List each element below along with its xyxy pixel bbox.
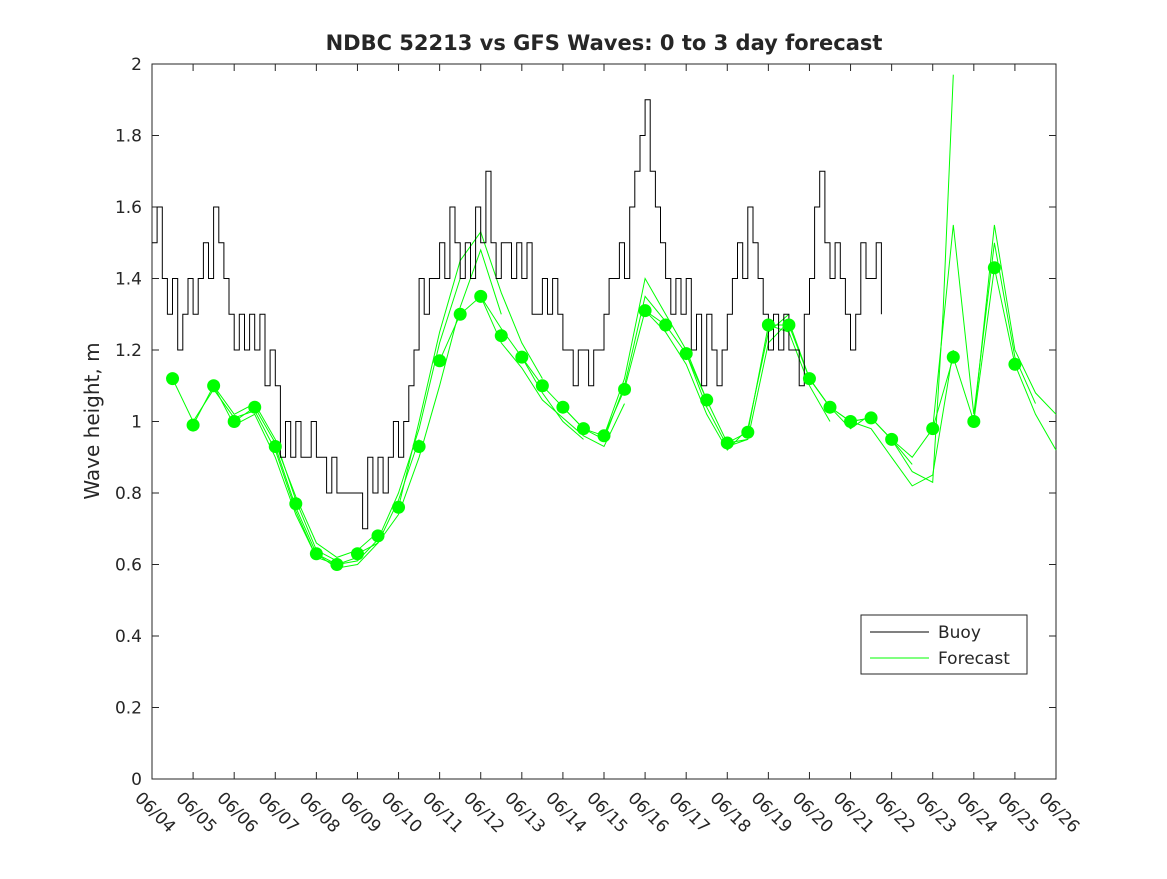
forecast-marker [535,379,549,393]
forecast-marker [885,432,899,446]
forecast-marker [268,440,282,454]
forecast-marker [412,440,426,454]
forecast-marker [494,329,508,343]
forecast-marker [761,318,775,332]
x-tick-label: 06/10 [377,788,426,837]
forecast-marker [802,372,816,386]
forecast-marker [453,307,467,321]
forecast-marker [864,411,878,425]
forecast-marker [597,429,611,443]
x-tick-label: 06/20 [788,788,837,837]
x-tick-label: 06/04 [130,788,179,837]
forecast-marker [720,436,734,450]
forecast-marker [967,415,981,428]
x-tick-label: 06/21 [829,788,878,837]
y-tick-label: 1.2 [115,341,142,361]
forecast-marker [371,529,385,543]
x-tick-label: 06/23 [911,788,960,837]
forecast-marker [679,347,693,361]
forecast-run-line [973,224,1057,422]
forecast-marker [1008,357,1022,371]
forecast-marker [741,425,755,439]
forecast-marker [392,500,406,514]
forecast-marker [330,558,344,571]
x-tick-label: 06/14 [541,788,590,837]
x-tick-label: 06/06 [213,788,262,837]
y-tick-label: 0.6 [115,556,142,576]
x-tick-label: 06/12 [459,788,508,837]
forecast-marker [782,318,796,332]
forecast-marker [946,350,960,364]
y-tick-label: 1.4 [115,270,142,290]
forecast-marker [618,382,632,396]
forecast-marker [227,415,241,428]
x-tick-label: 06/18 [706,788,755,837]
x-tick-label: 06/05 [172,788,221,837]
forecast-marker [515,350,529,364]
x-tick-label: 06/11 [418,788,467,837]
x-tick-label: 06/09 [336,788,385,837]
forecast-run-line [644,310,790,451]
forecast-marker [576,422,590,436]
legend-label: Buoy [938,623,981,643]
forecast-marker [556,400,570,414]
forecast-marker [433,354,447,368]
y-tick-label: 1.6 [115,198,142,218]
forecast-marker [474,289,488,303]
y-tick-label: 0 [131,770,142,790]
forecast-marker [987,261,1001,275]
chart-title: NDBC 52213 vs GFS Waves: 0 to 3 day fore… [325,31,883,55]
forecast-marker [186,418,200,432]
forecast-marker [823,400,837,414]
y-tick-label: 1 [131,413,142,433]
forecast-marker [166,372,180,386]
x-tick-label: 06/17 [665,788,714,837]
forecast-marker [207,379,221,393]
y-tick-label: 0.2 [115,699,142,719]
y-tick-label: 0.8 [115,484,142,504]
y-tick-label: 2 [131,55,142,75]
x-tick-label: 06/22 [870,788,919,837]
x-tick-label: 06/08 [295,788,344,837]
y-axis-label: Wave height, m [80,342,104,500]
x-tick-label: 06/13 [500,788,549,837]
forecast-marker [659,318,673,332]
forecast-marker [844,415,858,428]
x-tick-label: 06/25 [993,788,1042,837]
y-tick-label: 0.4 [115,627,142,647]
forecast-marker [309,547,323,561]
x-tick-label: 06/19 [747,788,796,837]
forecast-marker [350,547,364,561]
forecast-marker [700,393,714,407]
forecast-marker [248,400,262,414]
buoy-line [152,99,882,530]
forecast-run-line [480,296,625,448]
forecast-run-line [891,224,1036,459]
x-tick-label: 06/24 [952,788,1001,837]
x-tick-label: 06/07 [254,788,303,837]
legend-box [860,614,1028,675]
legend-label: Forecast [938,649,1010,669]
forecast-marker [289,497,303,511]
x-tick-label: 06/15 [582,788,631,837]
x-tick-label: 06/26 [1034,788,1083,837]
forecast-marker [638,304,652,318]
x-tick-label: 06/16 [624,788,673,837]
y-tick-label: 1.8 [115,127,142,147]
forecast-marker [926,422,940,436]
